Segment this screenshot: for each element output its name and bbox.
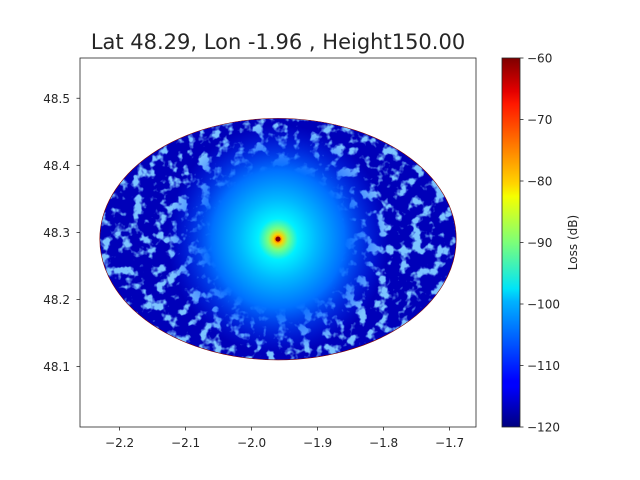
chart-title: Lat 48.29, Lon -1.96 , Height150.00 <box>91 30 465 54</box>
colorbar-tick-label: −90 <box>527 236 552 250</box>
x-tick-label: −1.9 <box>303 436 332 450</box>
colorbar-tick-label: −60 <box>527 52 552 66</box>
y-tick-label: 48.5 <box>43 92 70 106</box>
plot-frame <box>79 57 477 428</box>
y-axis: 48.1 48.2 48.3 48.4 48.5 <box>43 92 80 374</box>
x-axis: −2.2 −2.1 −2.0 −1.9 −1.8 −1.7 <box>105 427 464 450</box>
x-tick-label: −2.0 <box>237 436 266 450</box>
x-tick-label: −1.7 <box>435 436 464 450</box>
colorbar-ticks: −60 −70 −80 −90 −100 −110 −120 <box>520 52 560 435</box>
plot-area: −2.2 −2.1 −2.0 −1.9 −1.8 −1.7 48.148.248.348.… <box>43 57 477 450</box>
colorbar-gradient <box>501 57 521 428</box>
x-tick-label: −1.8 <box>369 436 398 450</box>
y-tick-label: 48.2 <box>43 293 70 307</box>
x-tick-label: −2.2 <box>105 436 134 450</box>
coverage-outline <box>99 118 457 361</box>
y-tick-label: 48.4 <box>43 159 70 173</box>
x-tick-label: −2.1 <box>171 436 200 450</box>
y-tick-label: 48.1 <box>43 360 70 374</box>
colorbar-tick-label: −80 <box>527 175 552 189</box>
colorbar-tick-label: −100 <box>527 298 560 312</box>
colorbar-tick-label: −110 <box>527 359 560 373</box>
transmitter-marker <box>275 236 281 242</box>
colorbar-tick-label: −70 <box>527 113 552 127</box>
colorbar-tick-label: −120 <box>527 421 560 435</box>
y-tick-label: 48.3 <box>43 226 70 240</box>
colorbar: −60 −70 −80 −90 −100 −110 −120 Loss (dB) <box>501 52 580 435</box>
colorbar-label: Loss (dB) <box>566 215 580 270</box>
